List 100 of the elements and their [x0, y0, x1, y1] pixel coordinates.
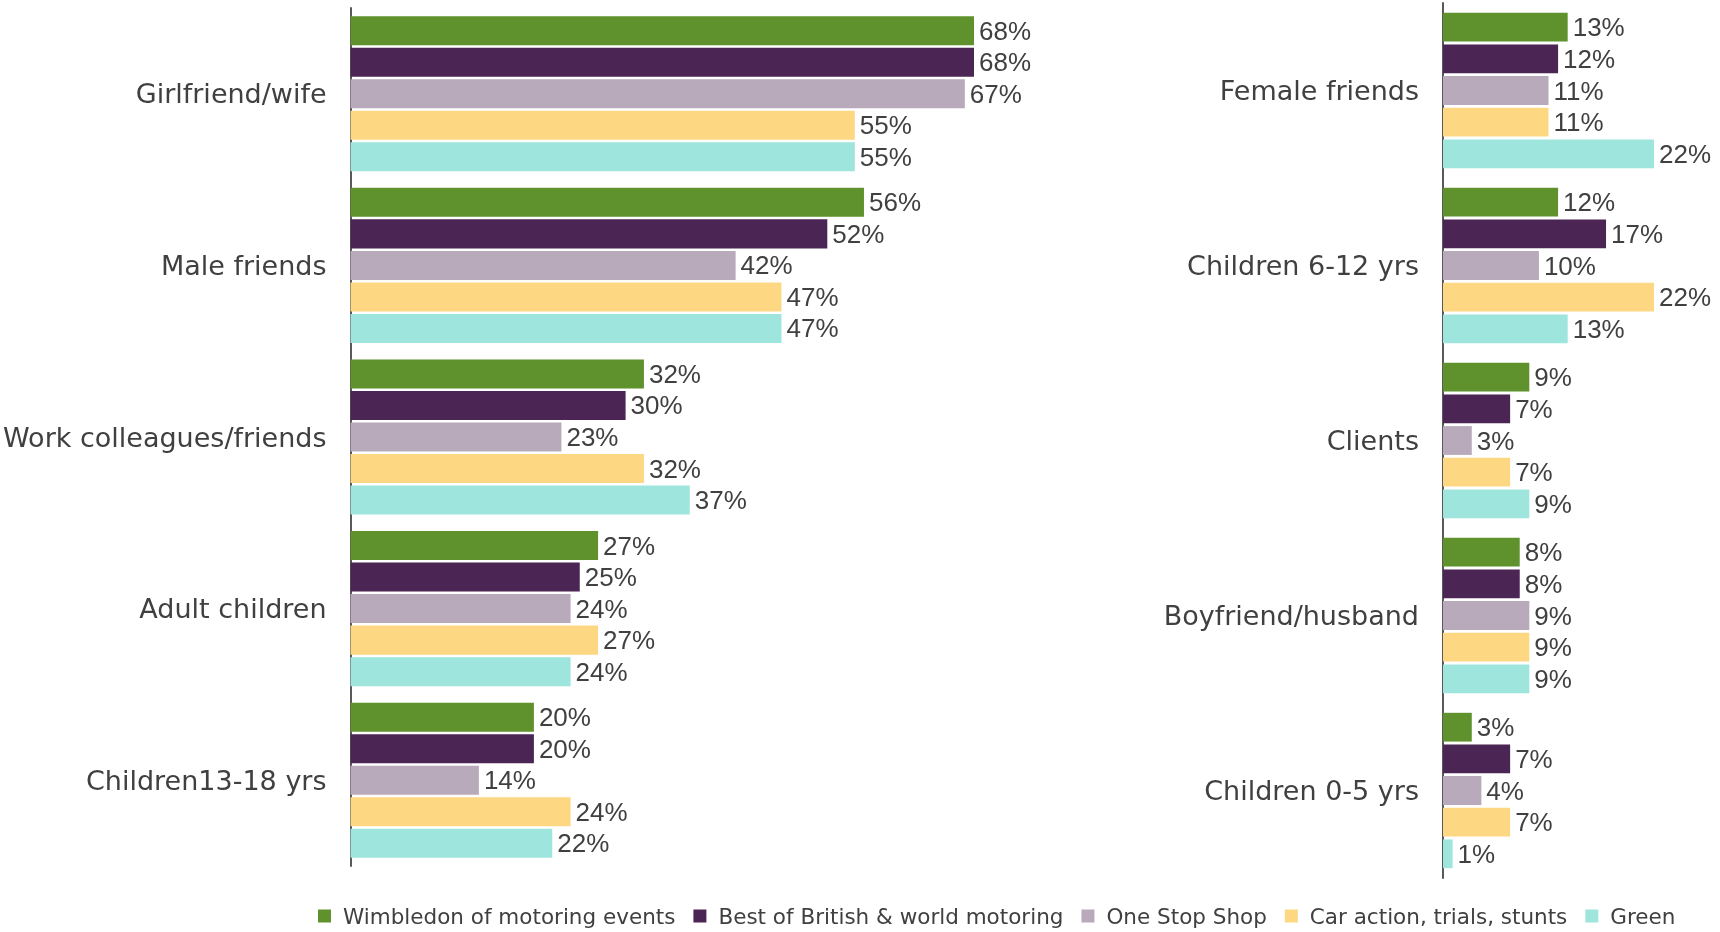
data-label: 9%	[1534, 488, 1572, 519]
data-label: 12%	[1563, 43, 1616, 74]
data-label: 55%	[859, 110, 912, 141]
data-label: 32%	[648, 453, 701, 484]
bar	[1443, 139, 1654, 169]
y-tick-label: Male friends	[160, 249, 327, 281]
data-label: 8%	[1524, 568, 1563, 599]
bar	[350, 734, 534, 764]
data-label: 1%	[1457, 838, 1496, 869]
data-label: 24%	[575, 656, 628, 687]
data-label: 24%	[575, 593, 628, 624]
data-label: 9%	[1534, 632, 1572, 663]
bar	[1443, 107, 1549, 137]
data-label: 9%	[1534, 600, 1572, 631]
bar	[1443, 569, 1520, 599]
data-label: 17%	[1611, 218, 1664, 249]
bar	[1443, 426, 1472, 455]
data-label: 68%	[979, 15, 1032, 46]
data-label: 3%	[1476, 425, 1515, 456]
bar	[350, 531, 599, 561]
legend-label: Car action, trials, stunts	[1309, 903, 1568, 929]
data-label: 68%	[979, 47, 1032, 78]
data-label: 3%	[1476, 712, 1515, 743]
y-tick-label: Work colleagues/friends	[2, 421, 327, 453]
data-label: 23%	[566, 422, 619, 452]
bar	[1443, 394, 1511, 424]
bar	[1443, 457, 1511, 487]
data-label: 9%	[1534, 663, 1572, 694]
bar	[1443, 219, 1607, 249]
data-label: 55%	[859, 141, 912, 172]
y-tick-label: Children 6-12 yrs	[1187, 250, 1419, 281]
bar	[1443, 776, 1482, 805]
bar	[350, 359, 644, 389]
bar	[1443, 187, 1559, 217]
data-label: 13%	[1572, 12, 1625, 43]
data-label: 37%	[694, 485, 747, 516]
data-label: 10%	[1543, 250, 1596, 281]
bar	[350, 485, 690, 515]
data-label: 13%	[1572, 313, 1625, 344]
y-tick-label: Clients	[1326, 425, 1419, 456]
bar	[350, 562, 580, 592]
data-label: 12%	[1563, 187, 1616, 218]
bar	[1443, 807, 1511, 837]
bar	[1443, 839, 1453, 869]
bar	[350, 110, 855, 140]
bar	[1443, 537, 1520, 567]
bar	[1443, 76, 1549, 105]
bar	[350, 16, 974, 46]
bar	[350, 250, 736, 280]
data-label: 24%	[575, 796, 628, 827]
data-label: 20%	[538, 702, 591, 733]
bar	[1443, 601, 1530, 630]
bar	[350, 454, 644, 484]
bar	[1443, 664, 1530, 694]
bar	[350, 422, 562, 452]
bar	[1443, 251, 1539, 280]
bar	[350, 797, 571, 827]
y-tick-label: Adult children	[139, 593, 327, 625]
data-label: 30%	[630, 390, 683, 421]
data-label: 52%	[832, 218, 885, 249]
data-label: 47%	[786, 281, 839, 312]
data-label: 7%	[1515, 807, 1553, 838]
bar	[350, 187, 864, 217]
data-label: 20%	[538, 733, 591, 764]
bar	[1443, 744, 1511, 774]
bar	[1443, 44, 1559, 74]
legend-label: Best of British & world motoring	[718, 903, 1064, 929]
data-label: 27%	[603, 530, 656, 561]
data-label: 56%	[868, 187, 922, 218]
data-label: 67%	[969, 78, 1022, 109]
data-label: 11%	[1553, 107, 1604, 138]
y-tick-label: Girlfriend/wife	[135, 78, 327, 110]
bar	[1443, 314, 1568, 344]
y-tick-label: Female friends	[1219, 75, 1419, 106]
data-label: 27%	[603, 625, 656, 656]
data-label: 7%	[1515, 457, 1553, 488]
bar	[1443, 632, 1530, 662]
data-label: 47%	[786, 313, 839, 344]
bar	[1443, 282, 1654, 312]
y-tick-label: Children 0-5 yrs	[1204, 775, 1419, 806]
bar	[350, 625, 599, 655]
bar	[350, 594, 571, 624]
y-tick-label: Children13-18 yrs	[86, 764, 327, 796]
data-label: 7%	[1515, 743, 1553, 774]
data-label: 7%	[1515, 393, 1553, 424]
bar	[350, 219, 828, 249]
bar	[350, 390, 626, 420]
data-label: 22%	[1659, 138, 1712, 169]
data-label: 22%	[557, 828, 610, 859]
bar	[350, 702, 534, 732]
data-label: 32%	[648, 358, 701, 389]
bar	[1443, 489, 1530, 519]
bar	[350, 142, 855, 172]
legend-label: Green	[1610, 903, 1676, 929]
y-tick-label: Boyfriend/husband	[1163, 600, 1419, 631]
bar	[1443, 712, 1472, 742]
bar	[350, 657, 571, 687]
data-label: 8%	[1524, 537, 1563, 568]
bar	[350, 828, 553, 858]
bar	[350, 313, 782, 343]
